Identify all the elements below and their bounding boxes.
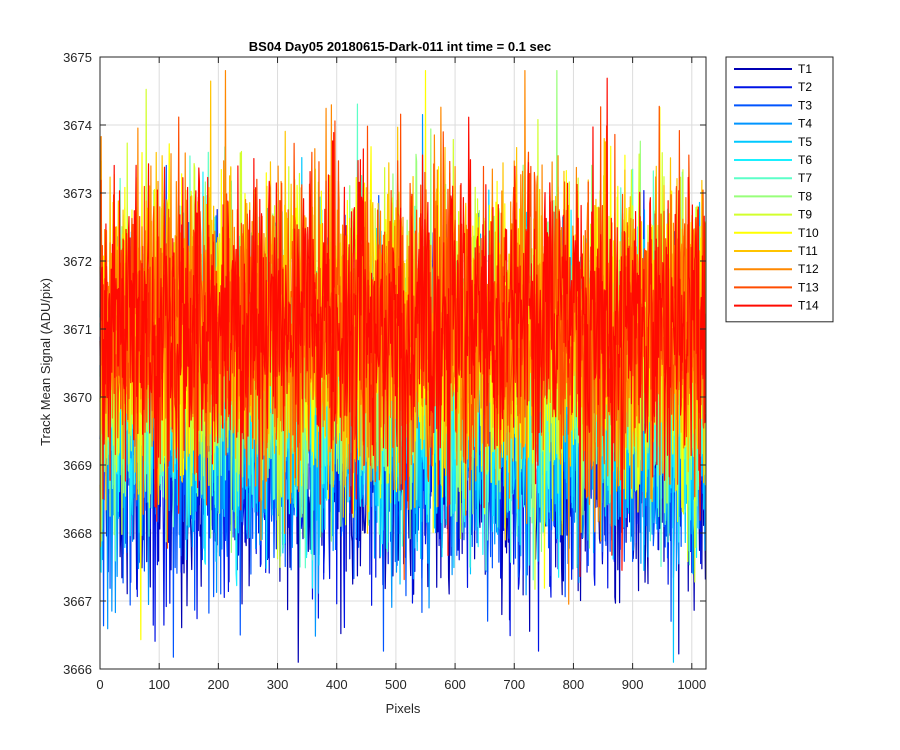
legend-box xyxy=(725,56,834,323)
y-tick-label: 3666 xyxy=(63,662,92,677)
x-tick-label: 400 xyxy=(326,677,348,692)
y-tick-label: 3671 xyxy=(63,322,92,337)
y-tick-label: 3673 xyxy=(63,186,92,201)
legend-label: T10 xyxy=(798,226,819,240)
x-tick-label: 800 xyxy=(563,677,585,692)
series-line-t14 xyxy=(99,77,707,578)
x-tick-label: 300 xyxy=(267,677,289,692)
plot-area: 0 100 200 300 400 500 600 700 800 900 1000 3666 3667… xyxy=(63,50,707,692)
x-tick-label: 600 xyxy=(444,677,466,692)
chart-title: BS04 Day05 20180615-Dark-011 int time = … xyxy=(249,39,551,54)
legend-label: T1 xyxy=(798,62,812,76)
series-lines xyxy=(99,70,707,663)
legend-label: T12 xyxy=(798,262,819,276)
x-tick-label: 200 xyxy=(208,677,230,692)
plot-frame xyxy=(99,56,707,670)
x-tick-label: 1000 xyxy=(677,677,706,692)
legend-label: T14 xyxy=(798,299,819,313)
y-tick-label: 3669 xyxy=(63,458,92,473)
legend: T1 T2 T3 T4 T5 T6 T7 T8 T9 T10 T11 T12 T13 T14 xyxy=(725,56,834,323)
y-tick-label: 3670 xyxy=(63,390,92,405)
x-tick-label: 0 xyxy=(96,677,103,692)
legend-label: T6 xyxy=(798,153,812,167)
legend-label: T3 xyxy=(798,98,812,112)
x-tick-label: 900 xyxy=(622,677,644,692)
x-tick-label: 700 xyxy=(503,677,525,692)
legend-label: T4 xyxy=(798,117,812,131)
legend-label: T8 xyxy=(798,189,812,203)
y-tick-label: 3667 xyxy=(63,594,92,609)
y-tick-label: 3668 xyxy=(63,526,92,541)
legend-label: T13 xyxy=(798,280,819,294)
legend-label: T5 xyxy=(798,135,812,149)
y-tick-label: 3675 xyxy=(63,50,92,65)
y-tick-label: 3674 xyxy=(63,118,92,133)
ticks: 0 100 200 300 400 500 600 700 800 900 1000 3666 3667… xyxy=(63,50,706,692)
legend-label: T2 xyxy=(798,80,812,94)
y-tick-label: 3672 xyxy=(63,254,92,269)
x-axis-label: Pixels xyxy=(386,701,421,716)
legend-label: T9 xyxy=(798,208,812,222)
y-axis-label: Track Mean Signal (ADU/pix) xyxy=(38,278,53,446)
legend-label: T11 xyxy=(798,244,818,258)
x-tick-label: 100 xyxy=(148,677,170,692)
x-tick-label: 500 xyxy=(385,677,407,692)
legend-label: T7 xyxy=(798,171,812,185)
